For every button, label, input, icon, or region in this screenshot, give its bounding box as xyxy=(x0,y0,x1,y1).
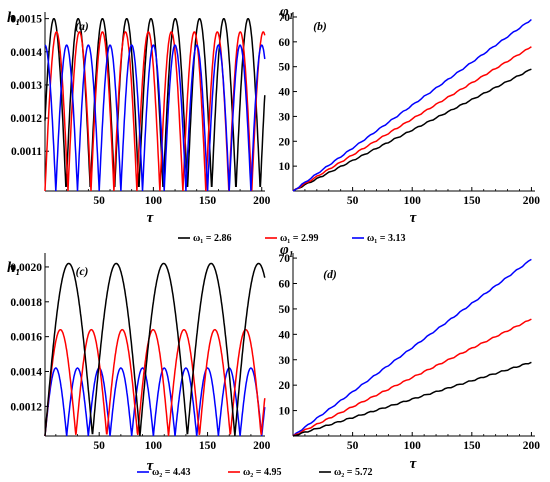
y-axis-label: φ₁ xyxy=(280,4,294,20)
y-tick-label: 0.0020 xyxy=(10,262,42,274)
x-tick-label: 100 xyxy=(404,195,422,207)
y-tick-label: 50 xyxy=(279,304,291,316)
series-line xyxy=(292,258,532,437)
y-tick-label: 40 xyxy=(279,87,291,99)
legend-label: ω₁ = 2.99 xyxy=(280,233,319,244)
panel-label: (d) xyxy=(323,269,337,281)
x-axis-label: τ xyxy=(410,456,418,472)
legend-label: ω₂ = 4.43 xyxy=(152,467,191,478)
series-line xyxy=(292,68,532,192)
series-line xyxy=(44,44,266,192)
x-tick-label: 50 xyxy=(93,440,105,452)
x-tick-label: 50 xyxy=(93,195,105,207)
x-tick-label: 100 xyxy=(145,440,163,452)
legend-label: ω₁ = 2.86 xyxy=(193,233,232,244)
y-tick-label: 30 xyxy=(279,355,291,367)
x-axis-label: τ xyxy=(147,210,155,226)
x-tick-label: 200 xyxy=(253,440,271,452)
y-tick-label: 0.0018 xyxy=(10,297,42,309)
x-axis-label: τ xyxy=(147,458,155,474)
y-tick-label: 0.0014 xyxy=(10,47,42,59)
y-tick-label: 70 xyxy=(279,253,291,265)
y-tick-label: 0.0012 xyxy=(10,113,42,125)
x-tick-label: 200 xyxy=(253,195,271,207)
y-tick-label: 40 xyxy=(279,329,291,341)
x-tick-label: 200 xyxy=(523,195,541,207)
panel-c: 50 100 150 200 0.0012 0.0014 0.0016 0.0018 0.002… xyxy=(7,253,271,474)
series-line xyxy=(292,46,532,192)
panel-b: 50 100 150 200 10 20 30 40 50 60 70 τ φ₁ (b) xyxy=(279,4,541,226)
x-axis-label: τ xyxy=(410,210,418,226)
y-tick-label: 30 xyxy=(279,111,291,123)
legend-2: ω₂ = 4.43 ω₂ = 4.95 ω₂ = 5.72 xyxy=(137,467,373,478)
y-axis-label: φ₁ xyxy=(280,242,294,258)
legend-label: ω₂ = 5.72 xyxy=(334,467,373,478)
y-axis-label: h₁ xyxy=(7,10,21,26)
series-line xyxy=(292,18,532,192)
panel-d: 50 100 150 200 10 20 30 40 50 60 70 τ φ₁ (d) xyxy=(279,242,541,472)
y-tick-label: 0.0012 xyxy=(10,401,42,413)
y-axis-label: h₁ xyxy=(7,260,21,276)
y-tick-label: 10 xyxy=(279,161,291,173)
series-line xyxy=(44,328,266,437)
series-line xyxy=(292,361,532,437)
y-tick-label: 20 xyxy=(279,380,291,392)
x-tick-label: 200 xyxy=(523,440,541,452)
x-tick-label: 150 xyxy=(199,195,217,207)
y-tick-label: 10 xyxy=(279,406,291,418)
x-tick-label: 50 xyxy=(347,440,359,452)
legend-label: ω₁ = 3.13 xyxy=(367,233,406,244)
series-line xyxy=(44,262,266,437)
panel-label: (a) xyxy=(75,21,89,33)
panel-a: 50 100 150 200 0.0011 0.0012 0.0013 0.0014 0.001… xyxy=(7,10,271,226)
y-tick-label: 60 xyxy=(279,279,291,291)
panel-label: (b) xyxy=(313,21,327,33)
x-tick-label: 150 xyxy=(463,440,481,452)
y-tick-label: 0.0015 xyxy=(10,14,42,26)
y-tick-label: 60 xyxy=(279,37,291,49)
y-tick-label: 20 xyxy=(279,136,291,148)
x-tick-label: 150 xyxy=(463,195,481,207)
x-tick-label: 150 xyxy=(199,440,217,452)
panel-label: (c) xyxy=(76,266,89,278)
series-line xyxy=(292,318,532,437)
x-tick-label: 100 xyxy=(145,195,163,207)
y-tick-label: 0.0011 xyxy=(11,146,42,158)
x-tick-label: 100 xyxy=(404,440,422,452)
y-tick-label: 0.0013 xyxy=(10,80,42,92)
legend-1: ω₁ = 2.86 ω₁ = 2.99 ω₁ = 3.13 xyxy=(178,233,406,244)
y-tick-label: 70 xyxy=(279,12,291,24)
x-tick-label: 50 xyxy=(347,195,359,207)
y-tick-label: 0.0014 xyxy=(10,367,42,379)
legend-label: ω₂ = 4.95 xyxy=(243,467,282,478)
y-tick-label: 0.0016 xyxy=(10,332,42,344)
y-tick-label: 50 xyxy=(279,62,291,74)
